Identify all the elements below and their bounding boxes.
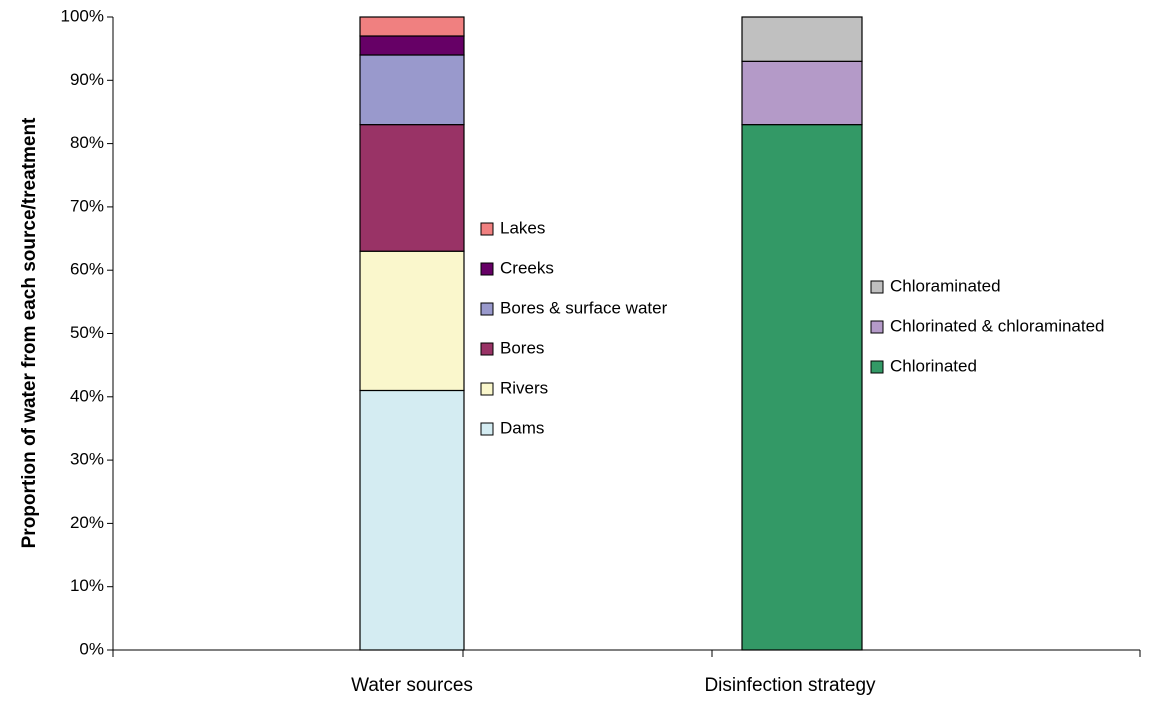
legend-label: Dams bbox=[500, 418, 544, 437]
legend-label: Lakes bbox=[500, 218, 545, 237]
bar-segment bbox=[359, 54, 465, 126]
y-tick-label: 50% bbox=[70, 323, 104, 342]
legend-swatch bbox=[870, 360, 884, 374]
legend-swatch bbox=[480, 262, 494, 276]
legend-label: Rivers bbox=[500, 378, 548, 397]
legend-label: Creeks bbox=[500, 258, 554, 277]
y-tick-label: 10% bbox=[70, 576, 104, 595]
legend-swatch bbox=[870, 320, 884, 334]
legend-label: Bores bbox=[500, 338, 544, 357]
legend-label: Chlorinated bbox=[890, 356, 977, 375]
y-tick-label: 80% bbox=[70, 133, 104, 152]
legend-swatch bbox=[480, 222, 494, 236]
legend-swatch bbox=[480, 382, 494, 396]
y-tick-label: 20% bbox=[70, 513, 104, 532]
y-tick-label: 100% bbox=[61, 6, 104, 25]
y-tick-label: 90% bbox=[70, 70, 104, 89]
y-axis-label: Proportion of water from each source/tre… bbox=[19, 117, 40, 548]
legend-label: Chloraminated bbox=[890, 276, 1001, 295]
bar-segment bbox=[741, 60, 863, 126]
legend-swatch bbox=[480, 302, 494, 316]
bar-segment bbox=[359, 250, 465, 392]
legend-swatch bbox=[480, 342, 494, 356]
y-tick-label: 40% bbox=[70, 386, 104, 405]
legend-label: Bores & surface water bbox=[500, 298, 668, 317]
legend-label: Chlorinated & chloraminated bbox=[890, 316, 1105, 335]
bar-segment bbox=[359, 124, 465, 252]
bar-segment bbox=[359, 16, 465, 37]
bar-segment bbox=[741, 124, 863, 651]
x-tick-label: Disinfection strategy bbox=[704, 675, 876, 696]
legend-swatch bbox=[480, 422, 494, 436]
x-tick-label: Water sources bbox=[351, 675, 473, 696]
y-tick-label: 30% bbox=[70, 450, 104, 469]
y-tick-label: 60% bbox=[70, 260, 104, 279]
y-tick-label: 0% bbox=[79, 639, 104, 658]
y-tick-label: 70% bbox=[70, 196, 104, 215]
bar-segment bbox=[359, 35, 465, 56]
legend-swatch bbox=[870, 280, 884, 294]
bar-segment bbox=[741, 16, 863, 62]
bar-segment bbox=[359, 389, 465, 651]
